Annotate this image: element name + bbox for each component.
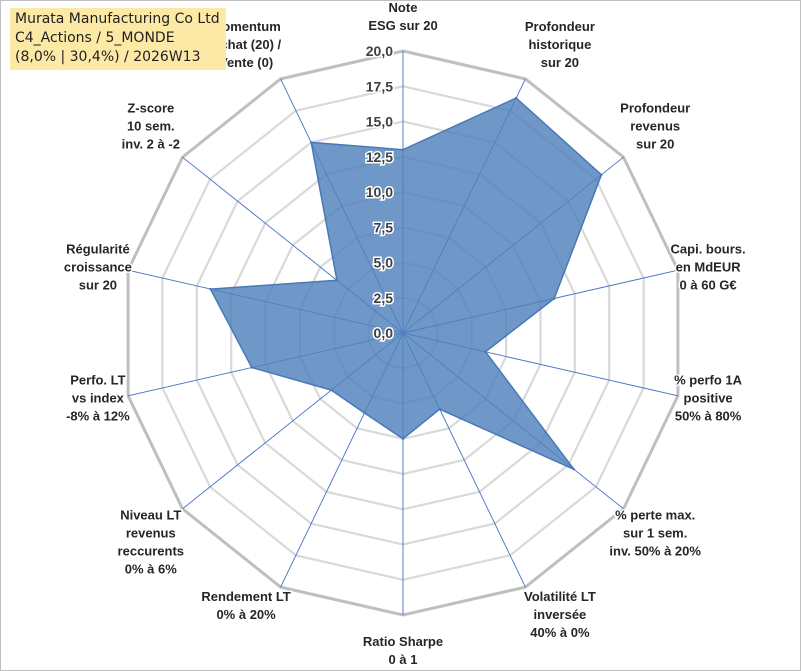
axis-label-4: 50% à 80% <box>675 408 742 423</box>
axis-label-5: % perte max. <box>615 507 695 522</box>
axis-label-10: -8% à 12% <box>66 408 130 423</box>
axis-label-9: reccurents <box>118 543 184 558</box>
axis-label-0: Note <box>389 0 418 15</box>
data-point-0 <box>401 148 405 151</box>
radar-axis-labels: Note ESG sur 20 Profondeur historique sur 20… <box>62 0 747 669</box>
axis-label-12: Z-score <box>127 101 174 116</box>
axis-label-0: ESG sur 20 <box>368 18 437 33</box>
axis-label-6: 40% à 0% <box>530 625 590 640</box>
axis-label-8: 0% à 20% <box>216 607 276 622</box>
tick-label: 2,5 <box>374 290 394 306</box>
axis-label-3: Capi. bours. <box>671 242 746 257</box>
data-point-9 <box>330 388 333 392</box>
data-point-2 <box>600 173 603 176</box>
axis-label-4: % perfo 1A <box>674 372 743 387</box>
axis-label-10: Perfo. LT <box>70 372 125 387</box>
axis-label-8: Rendement LT <box>201 589 290 604</box>
axis-label-12: 10 sem. <box>127 119 175 134</box>
tick-label: 10,0 <box>366 184 393 200</box>
axis-label-3: en MdEUR <box>676 260 742 275</box>
axis-label-13: Vente (0) <box>219 55 273 70</box>
axis-label-4: positive <box>684 390 733 405</box>
data-point-1 <box>515 96 518 100</box>
radar-tick-labels: 0,0 2,5 5,0 7,5 10,0 12,5 15,0 17,5 20,0 <box>364 42 394 343</box>
axis-label-5: sur 1 sem. <box>623 525 687 540</box>
tick-label: 20,0 <box>366 43 393 59</box>
axis-label-3: 0 à 60 G€ <box>680 278 737 293</box>
axis-label-11: sur 20 <box>79 278 117 293</box>
tick-label: 5,0 <box>374 255 394 271</box>
axis-label-9: 0% à 6% <box>125 561 177 576</box>
axis-label-13: Momentum <box>211 19 280 34</box>
data-point-3 <box>553 297 556 300</box>
axis-label-1: sur 20 <box>541 55 579 70</box>
data-point-12 <box>335 279 339 282</box>
axis-label-9: revenus <box>126 525 176 540</box>
axis-label-6: Volatilité LT <box>524 589 596 604</box>
portfolio-path: C4_Actions / 5_MONDE <box>15 30 175 46</box>
performance-week: (8,0% | 30,4%) / 2026W13 <box>15 49 201 65</box>
axis-label-7: Ratio Sharpe <box>363 634 443 649</box>
data-point-8 <box>363 411 366 415</box>
tick-label: 7,5 <box>374 219 394 235</box>
axis-label-1: historique <box>528 37 591 52</box>
axis-label-12: inv. 2 à -2 <box>122 137 180 152</box>
data-point-7 <box>401 437 405 440</box>
chart-title-box: Murata Manufacturing Co Ltd C4_Actions /… <box>10 8 226 70</box>
company-name: Murata Manufacturing Co Ltd <box>15 11 220 27</box>
axis-label-11: Régularité <box>66 242 130 257</box>
axis-label-13: Achat (20) / <box>211 37 281 52</box>
axis-label-11: croissance <box>64 260 132 275</box>
tick-label: 17,5 <box>366 78 393 94</box>
data-point-5 <box>572 468 576 471</box>
axis-label-2: revenus <box>630 119 680 134</box>
data-point-6 <box>438 408 441 411</box>
data-point-10 <box>250 366 253 369</box>
axis-label-1: Profondeur <box>525 19 595 34</box>
axis-label-9: Niveau LT <box>120 507 181 522</box>
data-point-4 <box>484 350 487 353</box>
tick-label: 0,0 <box>374 325 394 341</box>
axis-label-2: sur 20 <box>636 137 674 152</box>
axis-label-10: vs index <box>72 390 125 405</box>
axis-label-2: Profondeur <box>620 101 690 116</box>
data-point-11 <box>209 287 212 291</box>
axis-label-7: 0 à 1 <box>389 652 418 667</box>
tick-label: 15,0 <box>366 114 393 130</box>
tick-label: 12,5 <box>366 149 393 165</box>
axis-label-6: inversée <box>534 607 587 622</box>
axis-label-5: inv. 50% à 20% <box>609 543 701 558</box>
radar-series <box>209 96 603 471</box>
series-area <box>209 97 603 471</box>
data-point-13 <box>310 141 313 144</box>
